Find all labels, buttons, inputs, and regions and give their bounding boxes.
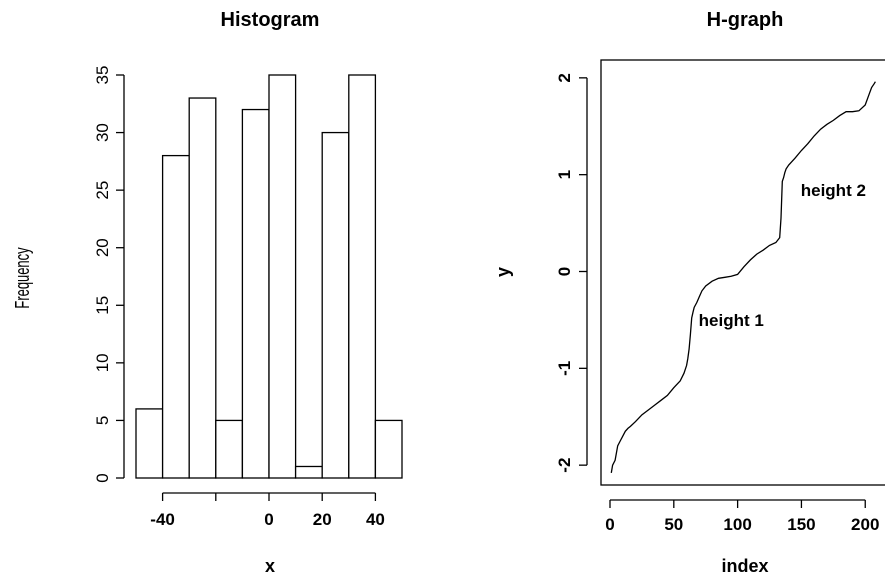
h-graph-x-tick-label: 50 xyxy=(664,515,683,534)
histogram-bar xyxy=(321,131,350,479)
h-graph-y-label: y xyxy=(493,267,513,277)
h-graph-y-tick-label: 2 xyxy=(555,73,574,82)
h-graph-x-tick-label: 0 xyxy=(605,515,614,534)
histogram-bar xyxy=(161,154,190,479)
histogram-y-label: Frequency xyxy=(10,247,34,308)
h-graph-y-tick-label: 1 xyxy=(555,170,574,179)
histogram-y-tick-label: 0 xyxy=(93,473,112,482)
h-graph-series-line xyxy=(610,81,876,474)
h-graph-y-tick-label: 0 xyxy=(555,267,574,276)
h-graph-y-tick-label: -1 xyxy=(555,361,574,376)
h-graph-y-axis: -2 -1 0 1 2 xyxy=(555,73,588,473)
histogram-bars xyxy=(135,74,403,479)
h-graph-x-tick-label: 100 xyxy=(723,515,751,534)
histogram-bar xyxy=(348,74,377,479)
h-graph-x-tick-label: 200 xyxy=(851,515,879,534)
histogram-y-tick-label: 35 xyxy=(93,66,112,85)
histogram-x-tick-label: 0 xyxy=(264,510,273,529)
h-graph-annotation: height 1 xyxy=(699,311,764,330)
histogram-y-tick-label: 30 xyxy=(93,123,112,142)
histogram-panel: Histogram -40 0 20 40 0 5 10 15 20 25 30 35 x Freq… xyxy=(10,9,403,576)
h-graph-title: H-graph xyxy=(707,9,784,31)
histogram-y-tick-label: 10 xyxy=(93,353,112,372)
histogram-x-tick-label: 20 xyxy=(313,510,332,529)
histogram-bar xyxy=(294,465,323,479)
histogram-y-tick-label: 5 xyxy=(93,416,112,425)
h-graph-plot-box xyxy=(600,59,885,486)
histogram-y-tick-label: 25 xyxy=(93,181,112,200)
histogram-bar xyxy=(135,408,164,479)
h-graph-x-tick-label: 150 xyxy=(787,515,815,534)
histogram-y-tick-label: 15 xyxy=(93,296,112,315)
histogram-bar xyxy=(215,419,244,479)
histogram-bar xyxy=(241,108,270,479)
histogram-x-label: x xyxy=(265,556,275,576)
histogram-title: Histogram xyxy=(221,9,320,31)
histogram-x-axis: -40 0 20 40 xyxy=(150,492,385,529)
h-graph-x-axis: 0 50 100 150 200 xyxy=(605,499,879,534)
h-graph-annotation: height 2 xyxy=(801,181,866,200)
histogram-x-tick-label: -40 xyxy=(150,510,175,529)
h-graph-y-tick-label: -2 xyxy=(555,458,574,473)
histogram-x-tick-label: 40 xyxy=(366,510,385,529)
histogram-bar xyxy=(374,419,403,479)
histogram-bar xyxy=(268,74,297,479)
histogram-bar xyxy=(188,97,217,479)
histogram-y-axis: 0 5 10 15 20 25 30 35 xyxy=(93,66,125,483)
histogram-y-tick-label: 20 xyxy=(93,238,112,257)
h-graph-x-label: index xyxy=(721,556,768,576)
h-graph-annotations: height 1 height 2 xyxy=(699,181,866,330)
